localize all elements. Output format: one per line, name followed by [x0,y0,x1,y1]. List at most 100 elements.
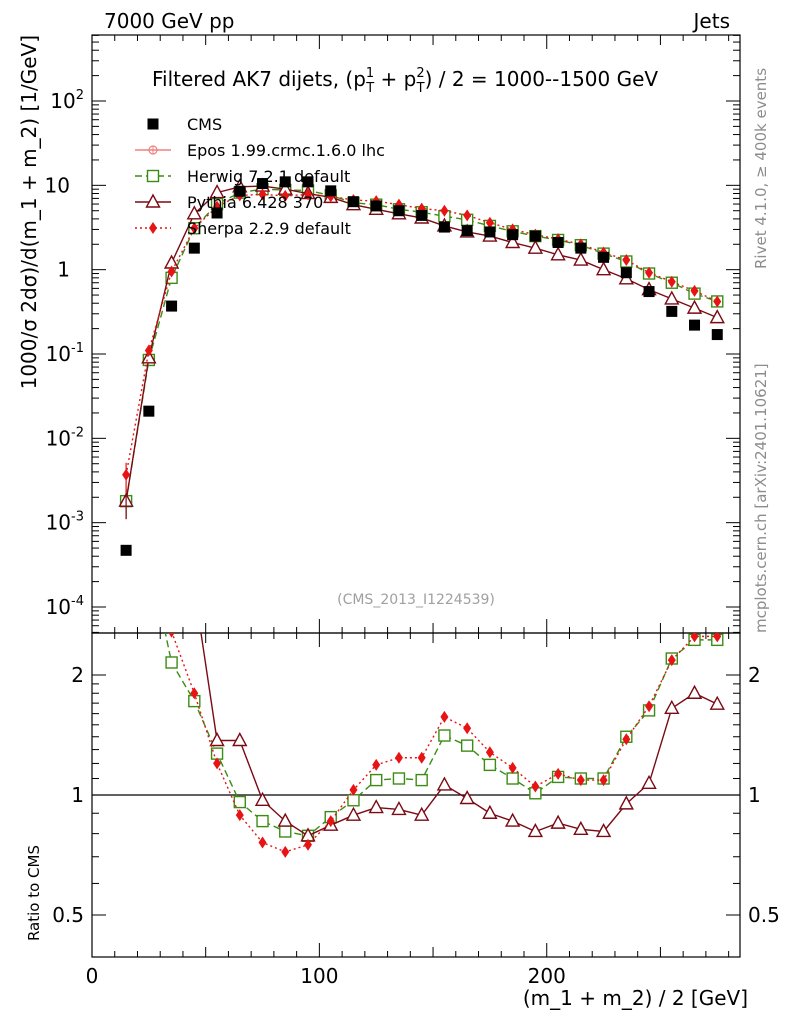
ratio-point [686,684,703,699]
ratio-point [485,746,494,759]
ratio-point [573,820,589,836]
title-sup1: 1 [366,66,374,81]
ratio-point [168,633,175,638]
ratio-point [235,809,244,822]
ratio-point [436,776,453,791]
ratio-tick-label-right: 2 [748,663,761,687]
series-point [550,246,566,261]
ratio-point [281,845,290,858]
y-axis-title: 1000/σ 2dσ)/d(m_1 + m_2) [1/GeV] [17,35,41,389]
series-point [504,234,521,249]
series-point [258,188,267,201]
series-point [144,344,153,357]
ratio-point [326,815,335,828]
ratio-y-axis: 0.5 0.5 1 1 2 2 [52,663,780,927]
ratio-point [349,783,358,796]
series-point [667,275,676,288]
data-point [166,300,178,312]
ratio-point [370,773,383,787]
title-sub1: T [365,81,374,96]
series-point [709,309,725,324]
ratio-point [304,838,312,851]
ratio-tick-label: 0.5 [52,903,84,927]
series-line [125,193,718,475]
ratio-point [599,774,608,787]
data-point [393,205,405,217]
legend-label: Pythia 6.428 370 [187,193,323,212]
ratio-point [460,739,474,752]
data-point [438,221,450,233]
ratio-point [372,758,381,771]
series-point [209,184,225,199]
legend-entry: Herwig 7.2.1 default [135,167,350,186]
title-prefix: Filtered AK7 dijets, (p [152,67,366,91]
ratio-point [209,732,225,747]
ratio-tick-label-right: 0.5 [748,903,780,927]
legend-entry: CMS [147,115,222,134]
data-point [370,200,382,212]
data-point [689,319,701,331]
legend: CMS Epos 1.99.crmc.1.6.0 lhc Herwig 7.2.1 … [135,115,385,238]
legend-label: Epos 1.99.crmc.1.6.0 lhc [187,141,385,160]
ratio-tick-label-right: 1 [748,783,761,807]
ratio-point [438,729,451,742]
ratio-point [394,751,403,764]
legend-entry: Epos 1.99.crmc.1.6.0 lhc [135,141,385,160]
main-series [118,176,725,556]
legend-marker [147,118,159,130]
ratio-point [459,790,475,805]
y-tick-label: 10-1 [46,341,84,366]
data-point [347,196,359,208]
series-point [622,254,631,267]
ratio-point [482,804,498,819]
data-point [666,305,678,317]
x-tick-label: 100 [300,964,338,988]
data-point [643,286,655,298]
x-tick-label: 200 [528,964,566,988]
series-point [186,205,202,220]
data-point [529,230,541,242]
title-sup2: 2 [416,66,424,81]
collision-label: 7000 GeV pp [104,9,235,33]
title-plus: + p [374,67,416,91]
data-point [257,178,269,190]
analysis-label: (CMS_2013_I1224539) [337,592,495,608]
ratio-point [618,795,634,810]
ratio-point [392,772,406,785]
x-axis-title: (m_1 + m_2) / 2 [GeV] [523,986,748,1010]
ratio-tick-label: 1 [71,783,84,807]
data-point [711,329,723,341]
series-point [304,188,312,201]
ratio-pythia [200,633,725,842]
series-point [440,204,449,217]
y-tick-label: 10-3 [46,510,84,535]
ratio-point [664,699,680,715]
title-suffix: ) / 2 = 1000--1500 GeV [425,67,659,91]
data-point [143,405,155,417]
legend-label: Herwig 7.2.1 default [187,167,350,186]
title-sub2: T [416,81,425,96]
ratio-point [531,780,540,793]
y-tick-label: 10-4 [46,594,84,619]
series-point [664,290,680,305]
series-point [281,189,290,202]
data-point [461,225,473,237]
data-point [552,236,564,248]
y-tick-label: 10 [45,173,70,197]
ratio-y-axis-title: Ratio to CMS [25,845,43,941]
ratio-point [641,774,657,789]
legend-label: Sherpa 2.2.9 default [187,219,351,238]
ratio-sherpa [168,633,722,858]
data-point [575,242,587,254]
mcplots-label: mcplots.cern.ch [arXiv:2401.10621] [752,363,770,633]
series-point [141,349,157,364]
legend-entry: Pythia 6.428 370 [135,193,323,212]
data-point [484,226,496,238]
ratio-point [463,722,472,735]
legend-marker [145,193,161,208]
ratio-tick-label: 2 [71,663,84,687]
data-point [188,242,200,254]
series-point [573,251,589,266]
x-tick-label: 0 [86,964,99,988]
ratio-point [508,761,517,774]
